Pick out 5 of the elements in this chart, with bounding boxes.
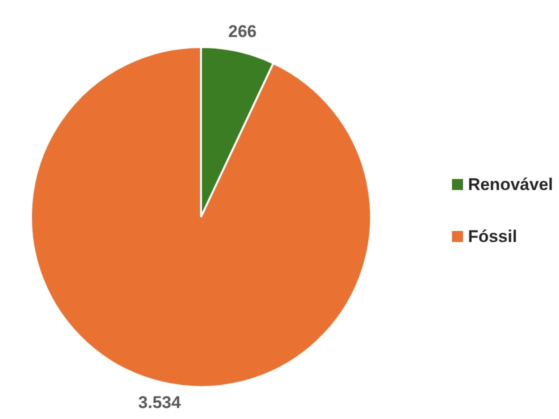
pie-slice [30, 46, 372, 388]
data-label: 266 [228, 22, 257, 42]
legend-label: Renovável [468, 174, 553, 194]
data-label: 3.534 [138, 392, 182, 412]
legend-label: Fóssil [468, 226, 518, 246]
